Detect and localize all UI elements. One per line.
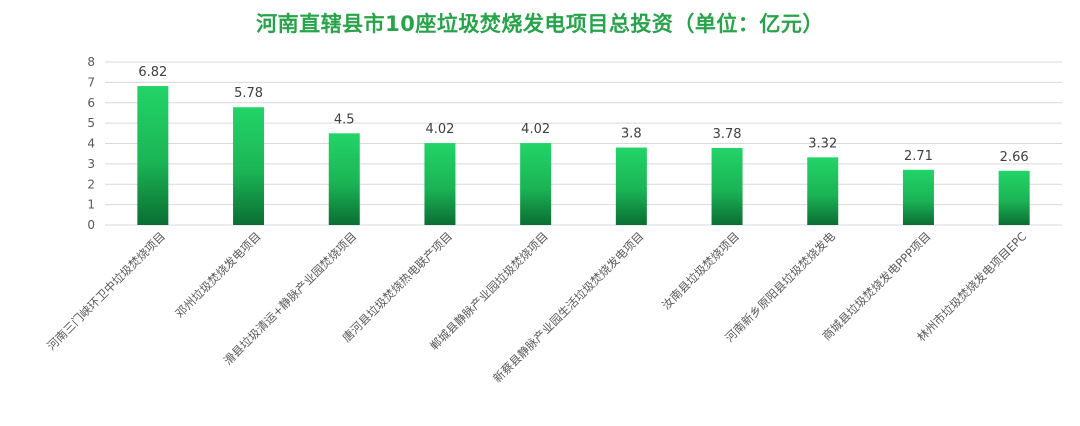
y-tick-label: 0	[87, 218, 95, 232]
y-tick-label: 2	[87, 177, 95, 191]
chart-title: 河南直辖县市10座垃圾焚烧发电项目总投资（单位：亿元）	[256, 12, 824, 36]
data-label: 4.5	[334, 112, 355, 127]
data-label: 4.02	[521, 122, 550, 137]
y-tick-label: 5	[87, 116, 95, 130]
bar-5	[520, 143, 552, 225]
data-label: 3.78	[713, 127, 742, 142]
x-tick-label: 河南三门峡环卫中垃圾焚烧项目	[44, 229, 168, 353]
bars	[137, 86, 1030, 225]
y-tick-label: 7	[87, 75, 95, 89]
y-tick-label: 6	[87, 96, 95, 110]
data-label: 2.71	[904, 149, 933, 164]
x-tick-label: 商城县垃圾焚烧发电PPP项目	[820, 229, 934, 343]
x-tick-label: 林州市垃圾焚烧发电项目EPC	[914, 229, 1029, 344]
y-tick-label: 8	[87, 55, 95, 69]
data-label: 6.82	[138, 65, 167, 80]
bar-1	[137, 86, 169, 225]
y-tick-label: 3	[87, 157, 95, 171]
x-tick-label: 邓州垃圾焚烧发电项目	[172, 229, 263, 320]
bar-4	[424, 143, 456, 225]
x-tick-label: 新蔡县静脉产业园生活垃圾焚烧发电项目	[490, 229, 646, 385]
bar-7	[711, 147, 743, 225]
data-label: 4.02	[425, 122, 454, 137]
x-tick-label: 河南新乡原阳县垃圾焚烧发电	[722, 229, 838, 345]
bar-10	[998, 170, 1030, 225]
data-label: 3.32	[808, 136, 837, 151]
y-tick-label: 1	[87, 198, 95, 212]
x-tick-label: 唐河县垃圾焚烧热电联产项目	[339, 229, 455, 345]
bar-2	[233, 107, 265, 225]
bar-6	[615, 147, 647, 225]
data-label: 3.8	[621, 127, 642, 142]
y-tick-label: 4	[87, 137, 95, 151]
bar-3	[328, 133, 360, 225]
x-axis-ticks: 河南三门峡环卫中垃圾焚烧项目 邓州垃圾焚烧发电项目滑县垃圾清运+静脉产业园焚烧项目…	[44, 229, 1029, 386]
bar-9	[902, 169, 934, 225]
gridlines	[105, 61, 1062, 226]
data-label: 5.78	[234, 86, 263, 101]
data-label: 2.66	[1000, 150, 1029, 165]
x-tick-label: 汝南县垃圾焚烧项目	[659, 229, 742, 312]
bar-8	[807, 157, 839, 225]
data-labels: 6.82 5.78 4.5 4.02 4.02 3.8 3.78 3.32 2.71 2.66	[138, 65, 1028, 165]
y-axis-ticks: 0 1 2 3 4 5 6 7 8	[87, 55, 95, 232]
